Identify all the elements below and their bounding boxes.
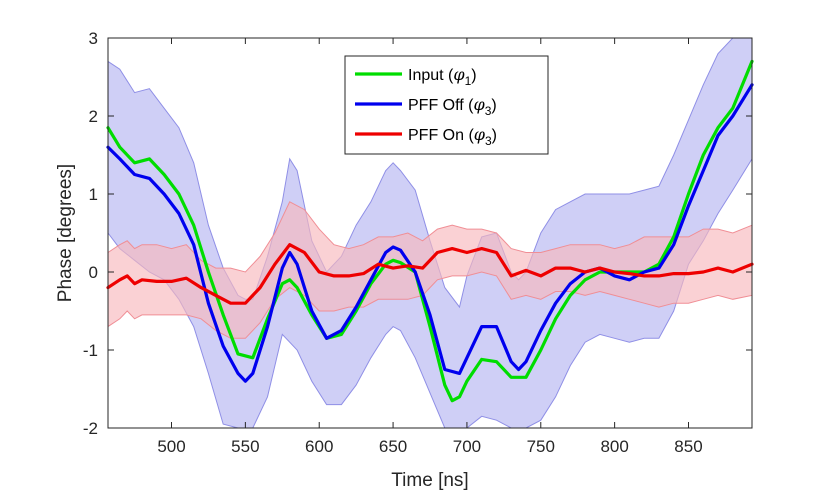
y-tick-label: 0 bbox=[89, 263, 98, 282]
y-tick-label: -2 bbox=[83, 419, 98, 438]
legend-item-pff-off-label: PFF Off (φ3) bbox=[408, 95, 497, 118]
axis-ticks: 500 550 600 650 700 750 800 850 -2 -1 0 1 2 3 bbox=[83, 29, 752, 456]
x-tick-label: 500 bbox=[157, 437, 185, 456]
legend-item-input-label: Input (φ1) bbox=[408, 65, 477, 88]
input-phi1-line bbox=[106, 59, 754, 403]
x-axis-label: Time [ns] bbox=[391, 470, 468, 491]
x-tick-label: 650 bbox=[379, 437, 407, 456]
series-lines bbox=[106, 59, 754, 403]
legend-item-pff-on-label: PFF On (φ3) bbox=[408, 125, 497, 148]
x-tick-label: 750 bbox=[527, 437, 555, 456]
y-tick-label: 2 bbox=[89, 107, 98, 126]
y-tick-label: 1 bbox=[89, 185, 98, 204]
x-tick-label: 550 bbox=[231, 437, 259, 456]
y-tick-label: 3 bbox=[89, 29, 98, 48]
y-axis-label: Phase [degrees] bbox=[55, 164, 76, 302]
x-tick-label: 600 bbox=[305, 437, 333, 456]
legend: Input (φ1) PFF Off (φ3) PFF On (φ3) bbox=[344, 55, 549, 155]
x-tick-label: 800 bbox=[600, 437, 628, 456]
y-tick-label: -1 bbox=[83, 341, 98, 360]
x-tick-label: 850 bbox=[674, 437, 702, 456]
plot-area-frame bbox=[107, 37, 753, 429]
pff-off-phi3-line bbox=[106, 83, 754, 383]
pff-on-phi3-line bbox=[106, 243, 754, 305]
x-tick-label: 700 bbox=[453, 437, 481, 456]
